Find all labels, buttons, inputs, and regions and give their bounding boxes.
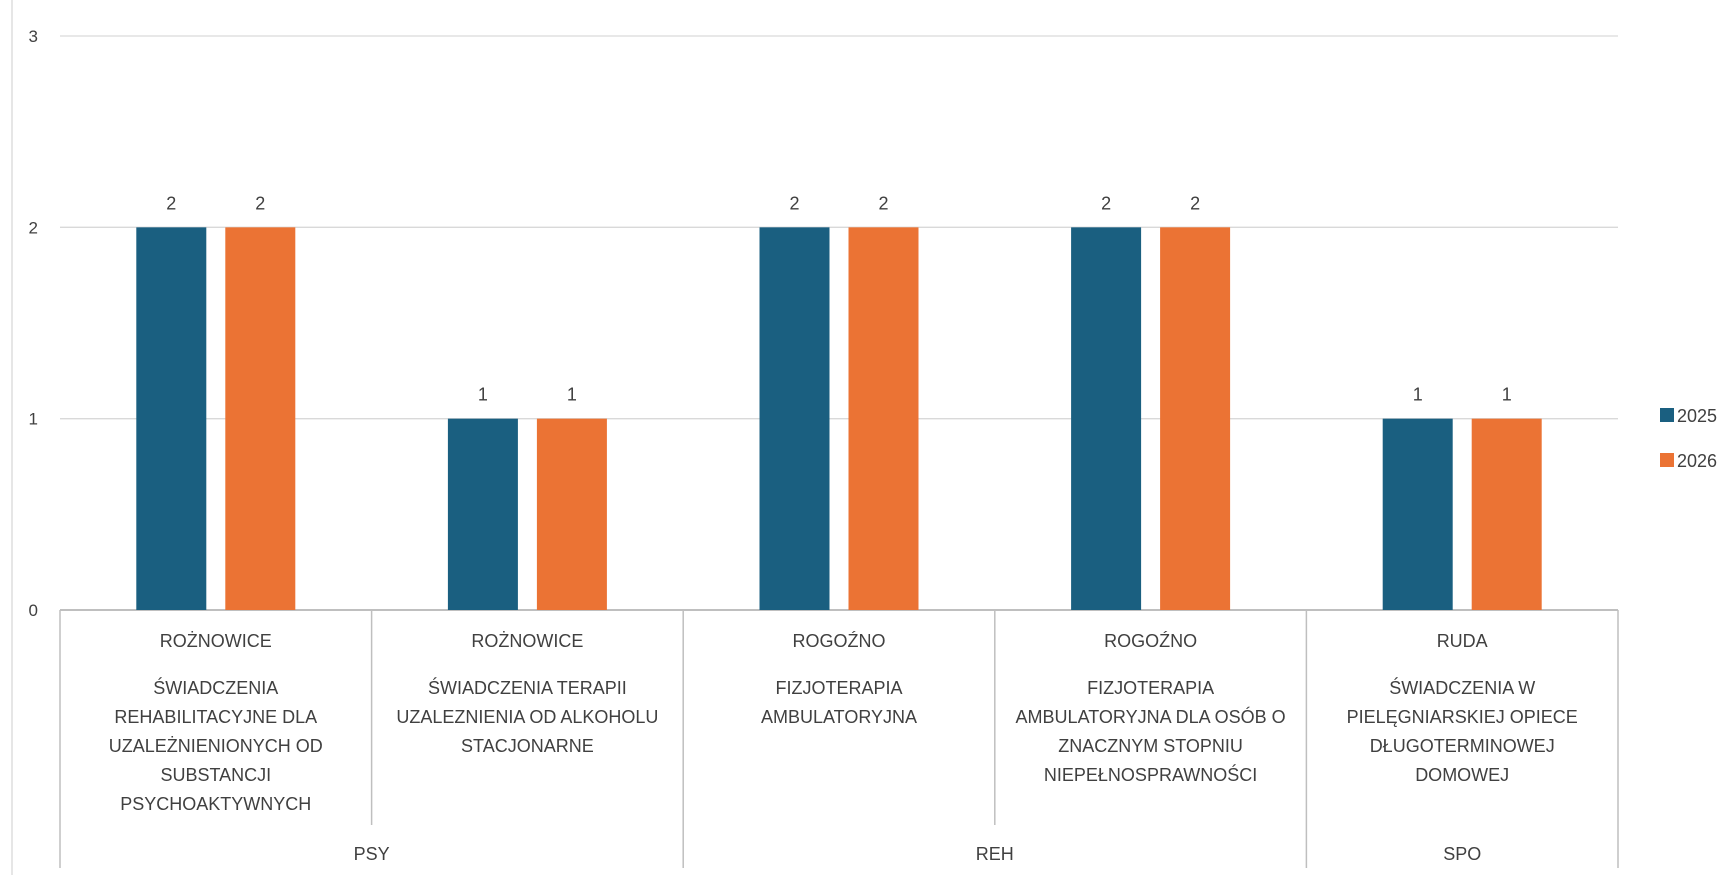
bar-2025	[1071, 227, 1142, 611]
data-label: 1	[567, 385, 577, 405]
legend-swatch-2025	[1660, 408, 1674, 422]
y-tick-label: 3	[29, 27, 38, 46]
bar-2026	[1160, 227, 1231, 611]
data-label: 1	[1502, 385, 1512, 405]
y-tick-label: 0	[29, 601, 38, 620]
data-label: 2	[1190, 193, 1200, 213]
data-label: 1	[1413, 385, 1423, 405]
y-tick-label: 2	[29, 218, 38, 237]
group-label: PSY	[354, 844, 390, 864]
category-service-label: AMBULATORYJNA DLA OSÓB O	[1016, 706, 1286, 727]
bar-2026	[1471, 418, 1542, 610]
data-label: 2	[166, 193, 176, 213]
category-service-label: PIELĘGNIARSKIEJ OPIECE	[1347, 707, 1578, 727]
group-label: SPO	[1443, 844, 1481, 864]
data-label: 2	[878, 193, 888, 213]
data-label: 2	[1101, 193, 1111, 213]
y-tick-label: 1	[29, 410, 38, 429]
bar-2025	[136, 227, 207, 611]
category-service-label: SUBSTANCJI	[160, 765, 271, 785]
legend-label: 2025	[1677, 406, 1717, 426]
category-service-label: ŚWIADCZENIA W	[1389, 677, 1535, 698]
bar-2025	[759, 227, 830, 611]
category-service-label: DOMOWEJ	[1415, 765, 1509, 785]
data-label: 2	[255, 193, 265, 213]
category-place-label: ROŻNOWICE	[471, 631, 583, 651]
category-service-label: STACJONARNE	[461, 736, 594, 756]
category-service-label: REHABILITACYJNE DLA	[114, 707, 317, 727]
category-service-label: DŁUGOTERMINOWEJ	[1370, 736, 1555, 756]
category-service-label: PSYCHOAKTYWNYCH	[120, 794, 311, 814]
bar-2025	[1382, 418, 1453, 610]
group-label: REH	[976, 844, 1014, 864]
category-service-label: FIZJOTERAPIA	[775, 678, 902, 698]
category-service-label: FIZJOTERAPIA	[1087, 678, 1214, 698]
data-label: 2	[789, 193, 799, 213]
category-place-label: ROGOŹNO	[1104, 631, 1197, 651]
bar-2025	[447, 418, 518, 610]
category-service-label: UZALEZNIENIA OD ALKOHOLU	[396, 707, 658, 727]
category-service-label: ŚWIADCZENIA	[153, 677, 278, 698]
bar-2026	[536, 418, 607, 610]
category-service-label: AMBULATORYJNA	[761, 707, 917, 727]
category-place-label: ROŻNOWICE	[160, 631, 272, 651]
category-service-label: NIEPEŁNOSPRAWNOŚCI	[1044, 764, 1257, 785]
category-service-label: ŚWIADCZENIA TERAPII	[428, 677, 627, 698]
legend-label: 2026	[1677, 451, 1717, 471]
bar-2026	[225, 227, 296, 611]
legend-swatch-2026	[1660, 453, 1674, 467]
category-service-label: ZNACZNYM STOPNIU	[1058, 736, 1243, 756]
data-label: 1	[478, 385, 488, 405]
category-place-label: RUDA	[1437, 631, 1488, 651]
category-service-label: UZALEŻNIENIONYCH OD	[109, 736, 323, 756]
category-place-label: ROGOŹNO	[793, 631, 886, 651]
bar-2026	[848, 227, 919, 611]
